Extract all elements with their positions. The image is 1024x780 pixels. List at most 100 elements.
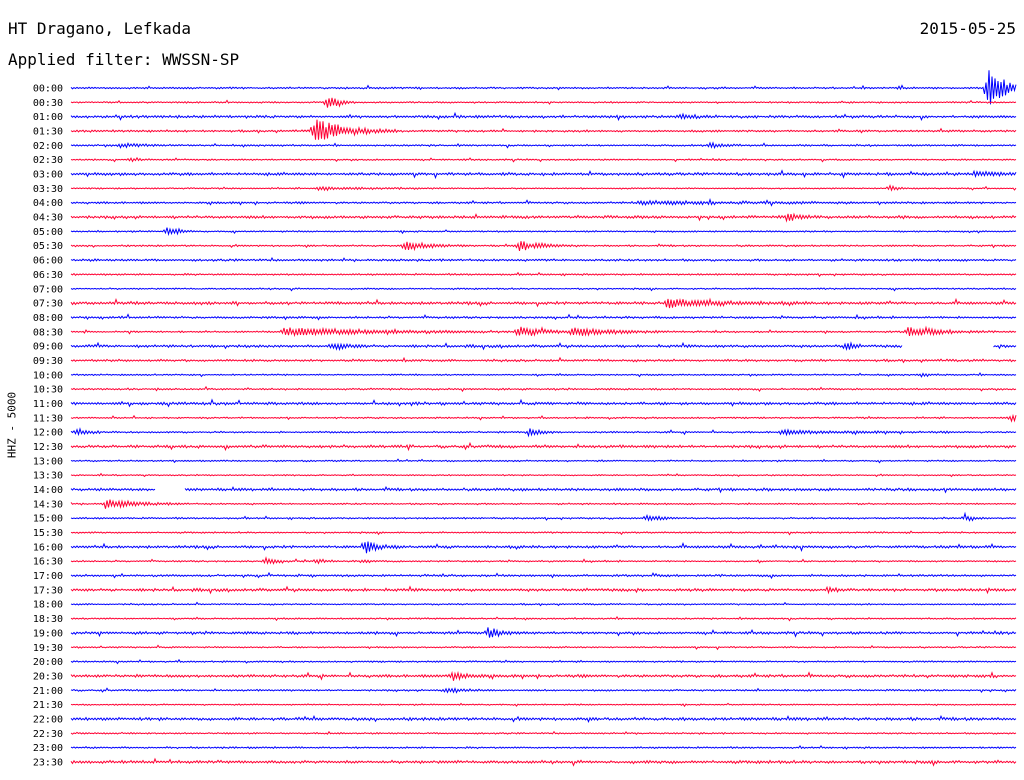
row-time-label: 20:30 [33,671,63,682]
station-title: HT Dragano, Lefkada [8,19,192,38]
row-time-label: 22:00 [33,714,63,725]
trace-row-42 [70,687,1017,694]
row-time-label: 14:00 [33,485,63,496]
trace-row-13 [70,271,1017,278]
row-time-label: 23:00 [33,743,63,754]
trace-row-28 [184,485,1017,494]
trace-row-6 [70,169,1017,180]
trace-row-33 [70,556,1017,565]
row-time-label: 18:00 [33,600,63,611]
trace-row-23 [70,413,1017,423]
row-time-label: 04:00 [33,198,63,209]
row-time-label: 03:00 [33,170,63,181]
row-time-label: 22:30 [33,729,63,740]
trace-row-30 [70,511,1017,522]
row-time-label: 05:30 [33,241,63,252]
row-time-label: 18:30 [33,614,63,625]
row-time-label: 21:00 [33,686,63,697]
row-time-label: 05:00 [33,227,63,238]
trace-row-0 [70,70,1017,105]
trace-row-32 [70,541,1017,554]
row-time-label: 14:30 [33,499,63,510]
trace-row-14 [70,287,1017,292]
trace-row-36 [70,601,1017,607]
row-time-label: 08:30 [33,327,63,338]
trace-row-41 [70,670,1017,682]
row-time-label: 04:30 [33,213,63,224]
row-time-label: 09:30 [33,356,63,367]
row-time-label: 13:00 [33,456,63,467]
trace-row-37 [70,615,1017,622]
row-time-label: 07:30 [33,299,63,310]
row-time-label: 15:30 [33,528,63,539]
filter-line: Applied filter: WWSSN-SP [8,51,239,69]
trace-row-2 [70,111,1017,122]
row-time-label: 17:00 [33,571,63,582]
trace-row-47 [70,757,1017,767]
row-time-label: 09:00 [33,342,63,353]
row-time-label: 02:00 [33,141,63,152]
trace-row-12 [70,256,1017,263]
row-time-label: 07:00 [33,284,63,295]
trace-row-19 [70,356,1017,364]
trace-row-10 [70,227,1017,237]
row-time-label: 01:30 [33,127,63,138]
trace-row-9 [70,212,1017,223]
trace-row-31 [70,530,1017,536]
trace-row-8 [70,198,1017,207]
row-time-label: 11:30 [33,413,63,424]
row-time-label: 10:00 [33,370,63,381]
trace-row-21 [70,385,1017,393]
trace-row-3 [70,119,1017,140]
filter-prefix: Applied filter: [8,50,163,69]
trace-row-22 [70,398,1017,408]
trace-row-29 [70,499,1017,509]
trace-row-34 [70,571,1017,580]
row-time-label: 15:00 [33,514,63,525]
trace-row-20 [70,372,1017,378]
row-time-label: 11:00 [33,399,63,410]
row-time-label: 08:00 [33,313,63,324]
trace-row-45 [70,730,1017,736]
filter-name: WWSSN-SP [162,50,240,69]
row-time-label: 19:00 [33,628,63,639]
row-time-label: 12:30 [33,442,63,453]
row-time-label: 16:00 [33,542,63,553]
trace-row-35 [70,585,1017,595]
row-time-label: 23:30 [33,757,63,768]
row-time-label: 01:00 [33,112,63,123]
row-time-label: 17:30 [33,585,63,596]
trace-row-39 [70,644,1017,651]
row-time-label: 02:30 [33,155,63,166]
row-time-label: 06:30 [33,270,63,281]
trace-row-25 [70,441,1017,452]
row-time-label: 00:30 [33,98,63,109]
trace-row-1 [70,97,1017,108]
trace-row-16 [70,313,1017,321]
trace-row-38 [70,627,1017,638]
row-time-label: 10:30 [33,385,63,396]
trace-row-28 [70,487,156,492]
trace-row-27 [70,472,1017,478]
trace-row-44 [70,714,1017,724]
trace-row-40 [70,658,1017,665]
row-time-label: 06:00 [33,256,63,267]
row-time-label: 20:00 [33,657,63,668]
row-time-label: 13:30 [33,471,63,482]
row-time-label: 00:00 [33,84,63,95]
trace-row-26 [70,458,1017,464]
trace-row-18 [993,344,1017,350]
trace-row-18 [70,341,903,352]
trace-row-5 [70,156,1017,163]
trace-row-43 [70,702,1017,708]
row-time-label: 19:30 [33,643,63,654]
row-time-label: 03:30 [33,184,63,195]
row-time-label: 21:30 [33,700,63,711]
trace-row-11 [70,241,1017,252]
trace-row-24 [70,427,1017,438]
trace-row-15 [70,297,1017,309]
date-label: 2015-05-25 [919,19,1016,38]
row-time-label: 12:00 [33,428,63,439]
trace-row-17 [70,325,1017,338]
